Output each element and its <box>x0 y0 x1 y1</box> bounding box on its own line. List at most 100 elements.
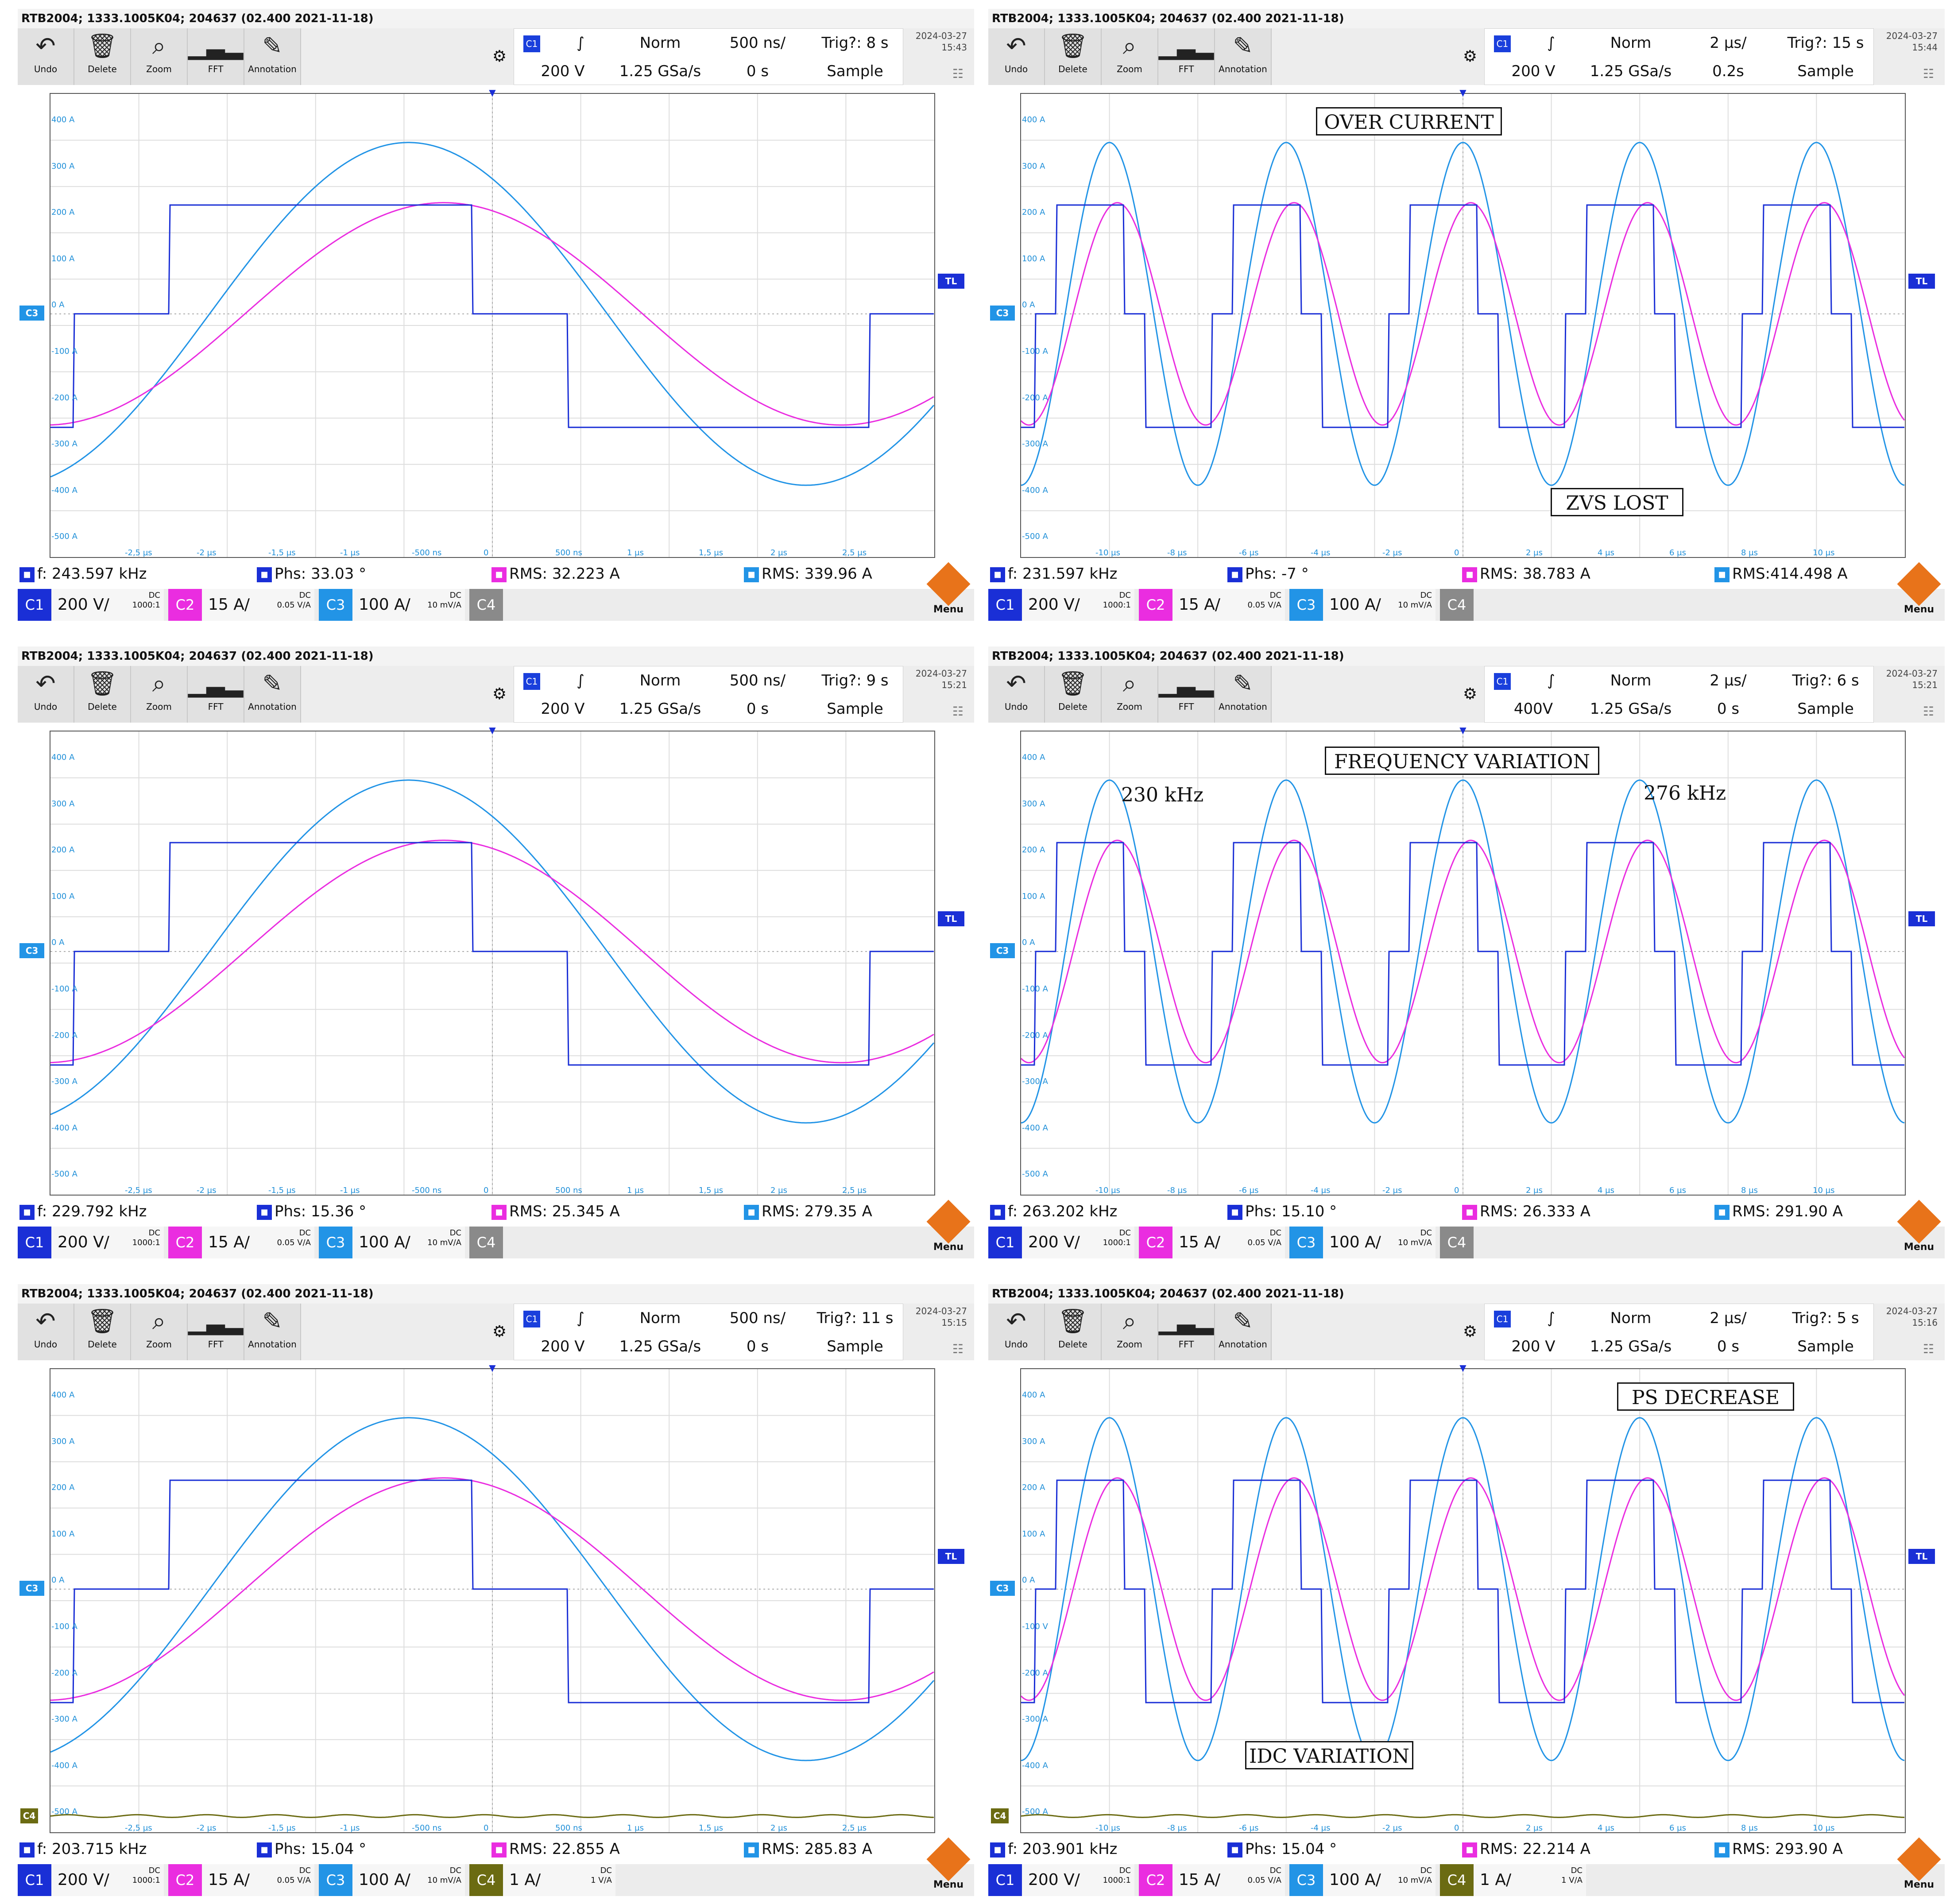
trigger-position-icon[interactable]: ▼ <box>489 1362 496 1373</box>
trigger-mode[interactable]: Norm <box>639 1309 681 1327</box>
measurement-item[interactable]: ■ f: 231.597 kHz <box>990 563 1118 584</box>
measurement-item[interactable]: ■ Phs: 33.03 ° <box>257 563 366 584</box>
trigger-slope[interactable]: ∫ <box>1547 672 1555 689</box>
trigger-ch[interactable]: C1 <box>514 666 549 695</box>
measurement-item[interactable]: ■ f: 243.597 kHz <box>19 563 147 584</box>
trigger-position-icon[interactable]: ▼ <box>1459 87 1466 98</box>
channel-c4-box[interactable]: C4 <box>1440 589 1586 621</box>
trigger-ch[interactable]: C1 <box>514 29 549 57</box>
trigger-rate[interactable]: 1.25 GSa/s <box>1590 1338 1672 1355</box>
c3-offset-marker[interactable]: C3 <box>19 943 44 958</box>
menu-button[interactable]: Menu <box>926 1200 971 1264</box>
trigger-trig[interactable]: Trig?: 6 s <box>1792 672 1859 689</box>
measurement-item[interactable]: ■ RMS: 22.214 A <box>1462 1838 1590 1860</box>
trigger-timebase[interactable]: 2 µs/ <box>1710 34 1747 52</box>
trigger-acq[interactable]: Sample <box>1797 1338 1854 1355</box>
trigger-acq[interactable]: Sample <box>827 62 883 80</box>
c3-offset-marker[interactable]: C3 <box>990 943 1015 958</box>
trigger-slope[interactable]: ∫ <box>577 672 584 689</box>
c3-offset-marker[interactable]: C3 <box>990 1580 1015 1596</box>
fft-button[interactable]: ▁▃▂ FFT <box>188 28 244 85</box>
channel-c3-box[interactable]: C3 100 A/DC 10 mV/A <box>319 589 465 621</box>
trigger-offset[interactable]: 0 s <box>746 1338 769 1355</box>
zoom-button[interactable]: ⌕ Zoom <box>131 666 188 723</box>
delete-button[interactable]: 🗑 Delete <box>74 1304 131 1360</box>
zoom-button[interactable]: ⌕ Zoom <box>1102 28 1158 85</box>
trigger-panel[interactable]: C1 ∫ Norm 2 µs/Trig?: 6 s 400V 1.25 GSa/s 0 s S… <box>1484 666 1874 723</box>
channel-c3-box[interactable]: C3 100 A/DC 10 mV/A <box>319 1864 465 1896</box>
trigger-panel[interactable]: C1 ∫ Norm 2 µs/Trig?: 15 s 200 V 1.25 GSa/s 0.… <box>1484 28 1874 85</box>
trigger-level-marker[interactable]: TL <box>938 911 964 926</box>
trigger-panel[interactable]: C1 ∫ Norm 500 ns/Trig?: 11 s 200 V 1.25 GSa/s… <box>514 1304 903 1360</box>
trigger-rate[interactable]: 1.25 GSa/s <box>1590 62 1672 80</box>
fft-button[interactable]: ▁▃▂ FFT <box>188 666 244 723</box>
trigger-level-marker[interactable]: TL <box>1908 911 1935 926</box>
channel-c2-box[interactable]: C2 15 A/DC 0.05 V/A <box>1139 589 1285 621</box>
measurement-item[interactable]: ■ RMS: 38.783 A <box>1462 563 1590 584</box>
measurement-item[interactable]: ■ f: 229.792 kHz <box>19 1201 147 1222</box>
channel-c2-box[interactable]: C2 15 A/DC 0.05 V/A <box>1139 1227 1285 1258</box>
delete-button[interactable]: 🗑 Delete <box>74 28 131 85</box>
trigger-level[interactable]: 400V <box>1513 700 1553 718</box>
delete-button[interactable]: 🗑 Delete <box>1045 28 1102 85</box>
gear-icon[interactable]: ⚙ <box>492 685 507 703</box>
trigger-ch[interactable]: C1 <box>514 1304 549 1332</box>
channel-c1-box[interactable]: C1 200 V/DC 1000:1 <box>18 1227 164 1258</box>
trigger-offset[interactable]: 0.2s <box>1712 62 1744 80</box>
channel-c2-box[interactable]: C2 15 A/DC 0.05 V/A <box>168 1227 314 1258</box>
measurement-item[interactable]: ■ f: 203.901 kHz <box>990 1838 1118 1860</box>
measurement-item[interactable]: ■ RMS: 339.96 A <box>744 563 872 584</box>
channel-c3-box[interactable]: C3 100 A/DC 10 mV/A <box>1289 1227 1436 1258</box>
measurement-item[interactable]: ■ RMS: 26.333 A <box>1462 1201 1590 1222</box>
trigger-level-marker[interactable]: TL <box>938 1548 964 1564</box>
trigger-rate[interactable]: 1.25 GSa/s <box>619 62 701 80</box>
channel-c3-box[interactable]: C3 100 A/DC 10 mV/A <box>319 1227 465 1258</box>
trigger-level[interactable]: 200 V <box>541 1338 585 1355</box>
fft-button[interactable]: ▁▃▂ FFT <box>1158 28 1215 85</box>
gear-icon[interactable]: ⚙ <box>1463 47 1478 66</box>
trigger-trig[interactable]: Trig?: 5 s <box>1792 1309 1859 1327</box>
trigger-panel[interactable]: C1 ∫ Norm 2 µs/Trig?: 5 s 200 V 1.25 GSa/s 0 s… <box>1484 1304 1874 1360</box>
undo-button[interactable]: ↶ Undo <box>18 666 74 723</box>
channel-c4-box[interactable]: C4 <box>469 1227 615 1258</box>
trigger-mode[interactable]: Norm <box>639 672 681 689</box>
measurement-item[interactable]: ■ RMS: 293.90 A <box>1714 1838 1843 1860</box>
trigger-slope[interactable]: ∫ <box>577 1309 584 1327</box>
zoom-button[interactable]: ⌕ Zoom <box>1102 666 1158 723</box>
gear-icon[interactable]: ⚙ <box>1463 685 1478 703</box>
annotation-button[interactable]: ✎ Annotation <box>1215 28 1272 85</box>
measurement-item[interactable]: ■ Phs: 15.04 ° <box>257 1838 366 1860</box>
trigger-acq[interactable]: Sample <box>827 1338 883 1355</box>
measurement-item[interactable]: ■ f: 263.202 kHz <box>990 1201 1118 1222</box>
channel-c1-box[interactable]: C1 200 V/DC 1000:1 <box>988 1227 1134 1258</box>
menu-button[interactable]: Menu <box>1897 562 1941 626</box>
annotation-button[interactable]: ✎ Annotation <box>244 28 301 85</box>
gear-icon[interactable]: ⚙ <box>492 47 507 66</box>
trigger-level-marker[interactable]: TL <box>1908 1548 1935 1564</box>
trigger-trig[interactable]: Trig?: 11 s <box>816 1309 894 1327</box>
trigger-position-icon[interactable]: ▼ <box>489 87 496 98</box>
menu-button[interactable]: Menu <box>1897 1837 1941 1901</box>
trigger-offset[interactable]: 0 s <box>746 700 769 718</box>
trigger-level[interactable]: 200 V <box>541 62 585 80</box>
trigger-level-marker[interactable]: TL <box>1908 273 1935 289</box>
fft-button[interactable]: ▁▃▂ FFT <box>188 1304 244 1360</box>
trigger-slope[interactable]: ∫ <box>1547 1309 1555 1327</box>
menu-button[interactable]: Menu <box>926 562 971 626</box>
trigger-level-marker[interactable]: TL <box>938 273 964 289</box>
trigger-timebase[interactable]: 500 ns/ <box>729 672 786 689</box>
undo-button[interactable]: ↶ Undo <box>988 1304 1045 1360</box>
undo-button[interactable]: ↶ Undo <box>18 28 74 85</box>
trigger-slope[interactable]: ∫ <box>577 34 584 52</box>
trigger-level[interactable]: 200 V <box>1511 1338 1555 1355</box>
trigger-ch[interactable]: C1 <box>1485 29 1520 57</box>
zoom-button[interactable]: ⌕ Zoom <box>131 28 188 85</box>
trigger-position-icon[interactable]: ▼ <box>1459 725 1466 735</box>
c3-offset-marker[interactable]: C3 <box>19 305 44 321</box>
channel-c1-box[interactable]: C1 200 V/DC 1000:1 <box>18 589 164 621</box>
channel-c2-box[interactable]: C2 15 A/DC 0.05 V/A <box>168 589 314 621</box>
trigger-acq[interactable]: Sample <box>1797 700 1854 718</box>
undo-button[interactable]: ↶ Undo <box>18 1304 74 1360</box>
trigger-position-icon[interactable]: ▼ <box>1459 1362 1466 1373</box>
trigger-ch[interactable]: C1 <box>1485 666 1520 695</box>
